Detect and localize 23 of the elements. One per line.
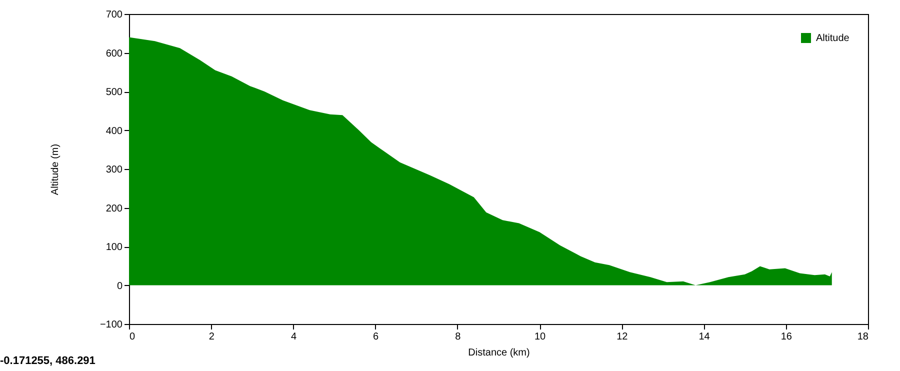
y-tick-label: 200: [106, 203, 123, 214]
y-tick-label: 100: [106, 242, 123, 253]
x-tick-label: 10: [534, 332, 546, 342]
x-tick-label: 8: [455, 332, 462, 342]
x-tick-label: 6: [373, 332, 380, 342]
x-axis-title: Distance (km): [468, 348, 530, 358]
legend-label: Altitude: [816, 33, 850, 44]
y-tick-label: −100: [100, 320, 123, 330]
x-tick-label: 18: [857, 332, 869, 342]
y-tick-label: 300: [106, 164, 123, 176]
x-tick-label: 12: [616, 332, 628, 342]
y-axis-title: Altitude (m): [50, 144, 61, 196]
y-tick-label: 500: [106, 87, 123, 98]
x-tick-label: 4: [290, 332, 297, 342]
x-tick-label: 2: [208, 332, 215, 342]
y-tick-label: 600: [106, 48, 123, 60]
y-tick-label: 0: [116, 280, 123, 292]
x-tick-label: 0: [130, 332, 136, 342]
y-tick-label: 700: [106, 10, 123, 20]
x-tick-label: 16: [780, 332, 792, 342]
y-tick-label: 400: [106, 126, 123, 137]
x-tick-label: 14: [698, 332, 710, 342]
text: -0.171255, 486.291: [0, 355, 96, 367]
